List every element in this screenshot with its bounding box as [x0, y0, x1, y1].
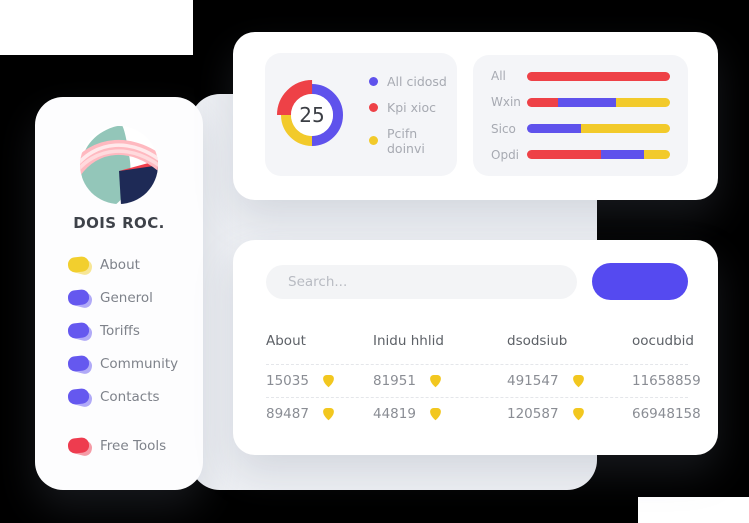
bar-track: [527, 97, 670, 107]
bar-segment: [527, 97, 559, 107]
charts-card: 25 All cidosd Kpi xioc Pcifn doinvi All Wxi…: [233, 32, 718, 200]
legend-dot-icon: [369, 102, 378, 112]
cell-value: 66948158: [632, 406, 701, 422]
sidebar-item-generol[interactable]: Generol: [35, 281, 203, 314]
bar-label: Opdi: [491, 147, 520, 162]
donut-legend: All cidosd Kpi xioc Pcifn doinvi: [369, 74, 457, 156]
search-input[interactable]: [266, 264, 577, 299]
shield-badge-icon: [323, 374, 334, 388]
bar-segment: [581, 124, 670, 134]
blob-icon: [68, 290, 89, 305]
table-row: 89487 44819 120587 66948158: [266, 397, 701, 430]
cell-value: 81951: [373, 373, 416, 389]
bar-track: [527, 150, 670, 160]
shield-badge-icon: [572, 407, 584, 421]
legend-label: Kpi xioc: [387, 99, 436, 115]
brand-title: DOIS ROC.: [73, 214, 165, 232]
table-header-cell: About: [266, 333, 306, 349]
sidebar-item-toriffs[interactable]: Toriffs: [35, 314, 203, 347]
bar-track: [527, 124, 670, 134]
sidebar-item-label: Generol: [100, 289, 153, 306]
bar-segment: [644, 150, 670, 160]
cell-value: 120587: [507, 406, 559, 422]
sidebar-item-label: About: [100, 256, 140, 273]
bar-row-opdi: Opdi: [491, 148, 670, 162]
table-card: About Inidu hhlid dsodsiub oocudbid 15035 81…: [233, 240, 718, 455]
legend-item: Kpi xioc: [369, 100, 457, 115]
table-row: 15035 81951 491547 11658859: [266, 364, 701, 397]
table-header-cell: Inidu hhlid: [373, 333, 444, 349]
shield-badge-icon: [430, 407, 441, 421]
bar-row-all: All: [491, 69, 670, 83]
logo-icon: [80, 126, 158, 204]
bar-segment: [527, 71, 670, 81]
table-cell: 44819: [373, 406, 507, 422]
cell-value: 89487: [266, 406, 309, 422]
primary-button[interactable]: [592, 263, 688, 300]
blob-icon: [68, 438, 89, 453]
legend-label: Pcifn doinvi: [387, 125, 425, 156]
bar-label: All: [491, 69, 506, 84]
table-cell: 491547: [507, 373, 632, 389]
bar-segment: [527, 150, 602, 160]
background-strip: [0, 0, 193, 55]
bar-segment: [558, 97, 616, 107]
donut-value: 25: [299, 102, 325, 127]
donut-chart: 25: [275, 78, 349, 152]
bar-segment: [527, 124, 582, 134]
shield-badge-icon: [323, 407, 334, 421]
donut-panel: 25 All cidosd Kpi xioc Pcifn doinvi: [265, 53, 457, 176]
background-corner: [638, 497, 749, 523]
table-cell: 89487: [266, 406, 373, 422]
table-cell: 120587: [507, 406, 632, 422]
table-header-cell: dsodsiub: [507, 333, 568, 349]
legend-dot-icon: [369, 136, 378, 145]
bar-segment: [615, 97, 670, 107]
blob-icon: [68, 323, 89, 338]
sidebar-item-contacts[interactable]: Contacts: [35, 380, 203, 413]
table-cell: 11658859: [632, 373, 701, 389]
logo: [79, 125, 159, 205]
bar-row-sico: Sico: [491, 122, 670, 136]
cell-value: 15035: [266, 373, 309, 389]
bar-row-wxin: Wxin: [491, 95, 670, 109]
legend-dot-icon: [369, 76, 378, 86]
table-cell: 66948158: [632, 406, 701, 422]
sidebar-item-label: Free Tools: [100, 437, 167, 454]
table-cell: 81951: [373, 373, 507, 389]
blob-icon: [68, 389, 89, 404]
sidebar-item-label: Contacts: [100, 388, 160, 405]
sidebar-footer: Free Tools: [35, 429, 203, 462]
sidebar-item-community[interactable]: Community: [35, 347, 203, 380]
sidebar: DOIS ROC. About Generol Toriffs Community Co…: [35, 97, 203, 490]
cell-value: 11658859: [632, 373, 701, 389]
bar-segment: [601, 150, 645, 160]
sidebar-item-about[interactable]: About: [35, 248, 203, 281]
bar-label: Sico: [491, 121, 516, 136]
data-table: About Inidu hhlid dsodsiub oocudbid 15035 81…: [266, 333, 701, 430]
bars-chart: All Wxin Sico Opdi: [473, 55, 688, 176]
shield-badge-icon: [430, 374, 441, 388]
sidebar-item-label: Community: [100, 355, 179, 372]
cell-value: 491547: [507, 373, 559, 389]
sidebar-item-label: Toriffs: [100, 322, 140, 339]
table-header-row: About Inidu hhlid dsodsiub oocudbid: [266, 333, 694, 349]
blob-icon: [68, 356, 89, 371]
sidebar-item-free-tools[interactable]: Free Tools: [35, 429, 203, 462]
legend-item: All cidosd: [369, 74, 457, 89]
cell-value: 44819: [373, 406, 416, 422]
table-body: 15035 81951 491547 11658859 89487 44819 120587…: [266, 364, 701, 430]
legend-label: All cidosd: [387, 73, 447, 89]
table-cell: 15035: [266, 373, 373, 389]
search-row: [266, 263, 688, 300]
shield-badge-icon: [572, 374, 584, 388]
sidebar-menu: About Generol Toriffs Community Contacts: [35, 248, 203, 413]
bar-track: [527, 71, 670, 81]
blob-icon: [68, 257, 89, 272]
bar-label: Wxin: [491, 95, 521, 110]
legend-item: Pcifn doinvi: [369, 126, 457, 156]
table-header-cell: oocudbid: [632, 333, 694, 349]
